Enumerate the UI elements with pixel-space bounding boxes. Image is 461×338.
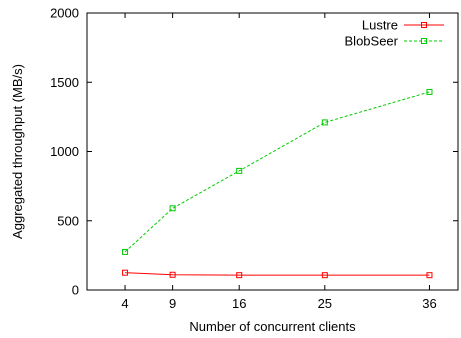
x-tick-label: 25: [318, 296, 332, 311]
legend-marker-lustre: [421, 22, 427, 28]
y-tick-label: 0: [72, 283, 79, 298]
y-tick-label: 500: [57, 213, 79, 228]
y-tick-label: 1000: [50, 144, 79, 159]
series-line-lustre: [125, 272, 430, 276]
data-point-lustre: [321, 272, 328, 279]
x-tick-label: 16: [232, 296, 246, 311]
data-point-blobseer: [122, 248, 129, 255]
legend-marker-blobseer: [421, 38, 427, 44]
y-axis-ticks: 0 500 1000 1500 2000: [50, 6, 458, 298]
data-point-blobseer: [236, 167, 243, 174]
legend-label: BlobSeer: [345, 34, 399, 49]
data-point-lustre: [236, 272, 243, 279]
x-tick-label: 4: [121, 296, 128, 311]
data-point-blobseer: [426, 88, 433, 95]
plot-frame: [86, 12, 459, 291]
data-point-lustre: [122, 269, 129, 276]
x-tick-label: 9: [169, 296, 176, 311]
y-tick-label: 1500: [50, 75, 79, 90]
data-point-lustre: [169, 271, 176, 278]
data-point-blobseer: [169, 205, 176, 212]
data-point-lustre: [426, 272, 433, 279]
plot-border: [86, 12, 459, 291]
y-axis-label: Aggregated throughput (MB/s): [10, 64, 25, 239]
series-line-blobseer: [124, 91, 430, 253]
data-point-blobseer: [321, 119, 328, 126]
legend-label: Lustre: [362, 18, 398, 33]
y-tick-label: 2000: [50, 6, 79, 21]
x-axis-ticks: 4 9 16 25 36: [121, 13, 437, 311]
x-axis-label: Number of concurrent clients: [189, 319, 356, 334]
x-tick-label: 36: [422, 296, 436, 311]
series-layer: [122, 88, 433, 279]
